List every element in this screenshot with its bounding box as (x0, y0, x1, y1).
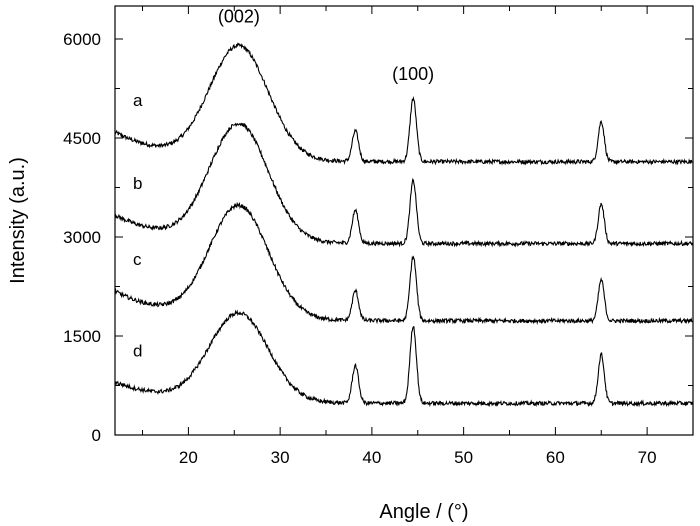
y-tick-label: 3000 (63, 228, 101, 247)
x-tick-label: 70 (638, 448, 657, 467)
y-tick-label: 6000 (63, 30, 101, 49)
peak-annotation: (002) (218, 7, 260, 27)
series-c-label: c (133, 250, 142, 269)
series-a-line (114, 42, 693, 166)
x-tick-label: 40 (362, 448, 381, 467)
x-tick-label: 20 (179, 448, 198, 467)
labels-group: 20 30 40 50 60 70 0 1500 3000 4500 6000 Angle / (°)… (7, 7, 657, 524)
y-tick-label: 1500 (63, 327, 101, 346)
series-b-line (114, 122, 693, 248)
curves-group (114, 42, 693, 408)
series-d-label: d (133, 342, 142, 361)
series-d-line (114, 309, 693, 408)
x-axis-title: Angle / (°) (379, 501, 468, 523)
y-tick-label: 0 (92, 426, 101, 445)
series-b-label: b (133, 174, 142, 193)
plot-frame (114, 5, 694, 436)
y-axis-title: Intensity (a.u.) (7, 157, 29, 284)
x-tick-label: 50 (454, 448, 473, 467)
x-tick-label: 30 (271, 448, 290, 467)
series-a-label: a (133, 91, 143, 110)
y-tick-label: 4500 (63, 129, 101, 148)
series-c-line (114, 201, 693, 325)
x-tick-label: 60 (546, 448, 565, 467)
axes-group (114, 5, 694, 436)
peak-annotation: (100) (392, 64, 434, 84)
